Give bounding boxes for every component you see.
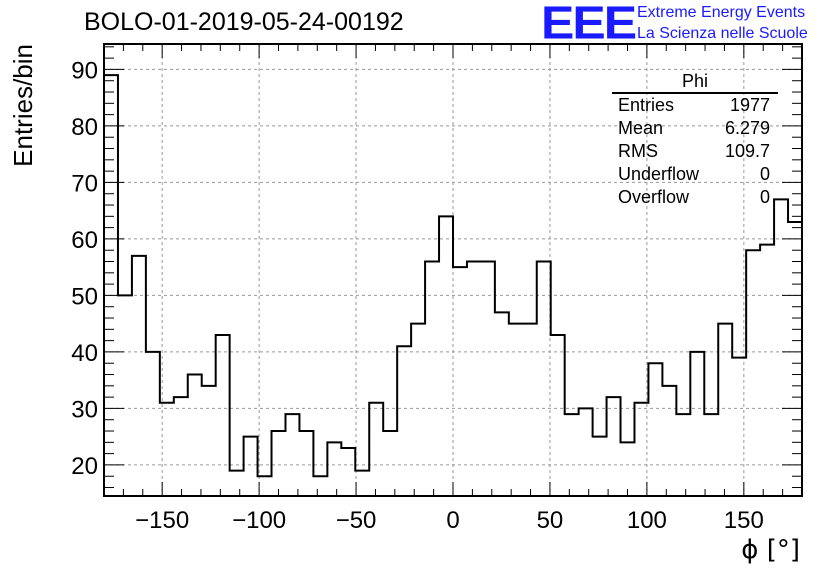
stat-label: Underflow bbox=[618, 164, 700, 184]
stat-row: Mean 6.279 bbox=[612, 117, 778, 140]
axis-ticks bbox=[103, 44, 803, 496]
stat-value: 109.7 bbox=[724, 141, 770, 161]
stats-rows: Entries 1977 Mean 6.279 RMS 109.7 Underflow 0 Ov… bbox=[612, 94, 778, 209]
x-tick-labels: −150 −100 −50 0 50 100 150 bbox=[135, 507, 764, 534]
logo-line-2: La Scienza nelle Scuole bbox=[637, 25, 808, 42]
stat-value: 6.279 bbox=[724, 118, 770, 138]
stats-box: Phi Entries 1977 Mean 6.279 RMS 109.7 Underflo… bbox=[612, 70, 778, 209]
stat-row: Overflow 0 bbox=[612, 186, 778, 209]
stats-title: Phi bbox=[612, 70, 778, 94]
y-tick-label: 60 bbox=[71, 227, 98, 254]
stat-label: Overflow bbox=[618, 187, 690, 207]
chart-title: BOLO-01-2019-05-24-00192 bbox=[84, 8, 404, 36]
x-tick-label: 0 bbox=[446, 507, 459, 534]
y-tick-label: 70 bbox=[71, 170, 98, 197]
stat-label: Mean bbox=[618, 118, 664, 138]
x-tick-label: 50 bbox=[537, 507, 564, 534]
logo-line-1: Extreme Energy Events bbox=[637, 4, 806, 21]
y-tick-label: 90 bbox=[71, 57, 98, 84]
y-tick-label: 80 bbox=[71, 114, 98, 141]
x-axis-label: ϕ [°] bbox=[741, 535, 800, 565]
y-tick-label: 20 bbox=[71, 453, 98, 480]
x-tick-label: 150 bbox=[724, 507, 764, 534]
plot-frame bbox=[103, 43, 803, 497]
y-axis-label: Entries/bin bbox=[8, 44, 38, 167]
eee-logo: EEE bbox=[541, 0, 637, 49]
stat-label: Entries bbox=[618, 95, 675, 115]
x-tick-label: −100 bbox=[232, 507, 286, 534]
y-tick-label: 30 bbox=[71, 396, 98, 423]
y-tick-labels: 20 30 40 50 60 70 80 90 bbox=[71, 57, 98, 480]
stat-row: RMS 109.7 bbox=[612, 140, 778, 163]
stat-value: 0 bbox=[759, 164, 770, 184]
y-tick-label: 50 bbox=[71, 283, 98, 310]
x-tick-label: −150 bbox=[135, 507, 189, 534]
x-tick-label: 100 bbox=[627, 507, 667, 534]
histogram-line bbox=[104, 74, 802, 478]
stat-value: 0 bbox=[759, 187, 770, 207]
stat-label: RMS bbox=[618, 141, 658, 161]
stat-value: 1977 bbox=[729, 95, 770, 115]
stat-row: Underflow 0 bbox=[612, 163, 778, 186]
y-tick-label: 40 bbox=[71, 340, 98, 367]
x-tick-label: −50 bbox=[336, 507, 377, 534]
stat-row: Entries 1977 bbox=[612, 94, 778, 117]
